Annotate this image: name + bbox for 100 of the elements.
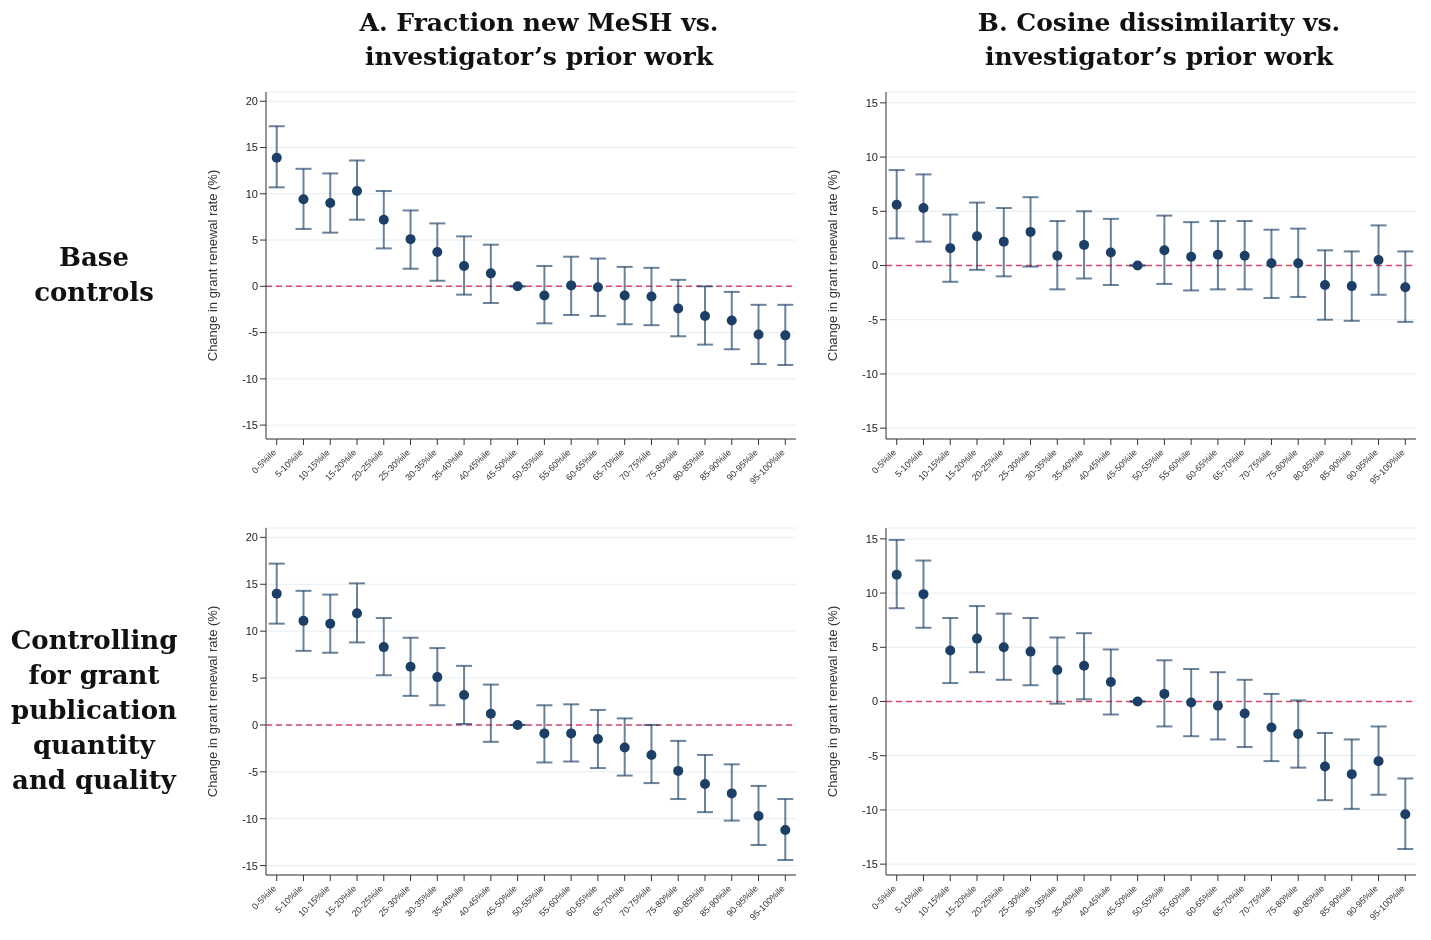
point (325, 198, 336, 209)
y-tick-label: -5 (248, 765, 258, 778)
point (1052, 250, 1063, 261)
point (1266, 722, 1277, 733)
point (378, 214, 389, 225)
point (673, 765, 684, 776)
point (1105, 676, 1116, 687)
y-tick-label: 5 (251, 233, 258, 246)
y-tick-label: -15 (862, 422, 878, 435)
point (459, 689, 470, 700)
point (780, 330, 791, 341)
point (1373, 756, 1384, 767)
point (646, 749, 657, 760)
y-tick-label: 0 (251, 718, 258, 731)
point (271, 152, 282, 163)
point (699, 310, 710, 321)
point (378, 642, 389, 653)
y-axis-title: Change in grant renewal rate (%) (824, 605, 840, 798)
point (1052, 665, 1063, 676)
point (998, 642, 1009, 653)
point (1079, 239, 1090, 250)
y-tick-label: -15 (242, 419, 258, 432)
point (1266, 258, 1277, 269)
point (485, 708, 496, 719)
point (646, 291, 657, 302)
y-tick-label: 0 (871, 695, 878, 708)
point (699, 779, 710, 790)
point (1293, 258, 1304, 269)
point (352, 186, 363, 197)
y-axis-title: Change in grant renewal rate (%) (204, 605, 220, 798)
point (325, 618, 336, 629)
point (592, 734, 603, 745)
point (753, 329, 764, 340)
point (592, 282, 603, 293)
point (1293, 729, 1304, 740)
point (512, 281, 523, 292)
point (918, 203, 929, 214)
point (1400, 809, 1411, 820)
point (891, 199, 902, 210)
y-axis-title: Change in grant renewal rate (%) (204, 169, 220, 362)
point (432, 672, 443, 683)
point (619, 742, 630, 753)
text: Base controls (33, 240, 155, 309)
y-tick-label: -10 (242, 812, 258, 825)
y-tick-label: 20 (245, 95, 258, 108)
point (459, 260, 470, 271)
y-tick-label: 15 (865, 532, 878, 545)
point (1319, 761, 1330, 772)
point (1186, 697, 1197, 708)
chart-title: B. Cosine dissimilarity vs. investigator’s prior work (976, 7, 1342, 73)
point (1239, 708, 1250, 719)
y-tick-label: -10 (862, 803, 878, 816)
y-tick-label: 15 (865, 96, 878, 109)
point (405, 661, 416, 672)
y-tick-label: 5 (871, 205, 878, 218)
y-tick-label: 10 (865, 150, 878, 163)
y-tick-label: -10 (862, 367, 878, 380)
y-tick-label: 5 (251, 671, 258, 684)
point (1239, 250, 1250, 261)
y-tick-label: 10 (865, 586, 878, 599)
point (673, 303, 684, 314)
point (298, 194, 309, 205)
y-tick-label: -5 (868, 749, 878, 762)
point (1159, 245, 1170, 256)
point (1400, 282, 1411, 293)
y-tick-label: 10 (245, 625, 258, 638)
point (918, 589, 929, 600)
point (352, 608, 363, 619)
point (726, 315, 737, 326)
y-tick-label: 5 (871, 641, 878, 654)
point (539, 290, 550, 301)
point (726, 788, 737, 799)
point (619, 290, 630, 301)
point (298, 615, 309, 626)
y-tick-label: -5 (868, 313, 878, 326)
point (1159, 688, 1170, 699)
y-tick-label: -5 (248, 326, 258, 339)
point (271, 588, 282, 599)
point (1346, 769, 1357, 780)
point (432, 247, 443, 258)
point (972, 633, 983, 644)
y-tick-label: 0 (871, 259, 878, 272)
point (1132, 696, 1143, 707)
point (1025, 226, 1036, 237)
point (945, 645, 956, 656)
point (1319, 280, 1330, 291)
point (405, 234, 416, 245)
point (1105, 247, 1116, 258)
point (1373, 255, 1384, 266)
y-tick-label: -15 (242, 859, 258, 872)
point (566, 728, 577, 739)
y-tick-label: -15 (862, 858, 878, 871)
y-tick-label: 20 (245, 531, 258, 544)
point (485, 268, 496, 279)
y-tick-label: 10 (245, 187, 258, 200)
point (1079, 660, 1090, 671)
point (1346, 281, 1357, 292)
point (539, 728, 550, 739)
y-tick-label: 15 (245, 141, 258, 154)
y-axis-title: Change in grant renewal rate (%) (824, 169, 840, 362)
